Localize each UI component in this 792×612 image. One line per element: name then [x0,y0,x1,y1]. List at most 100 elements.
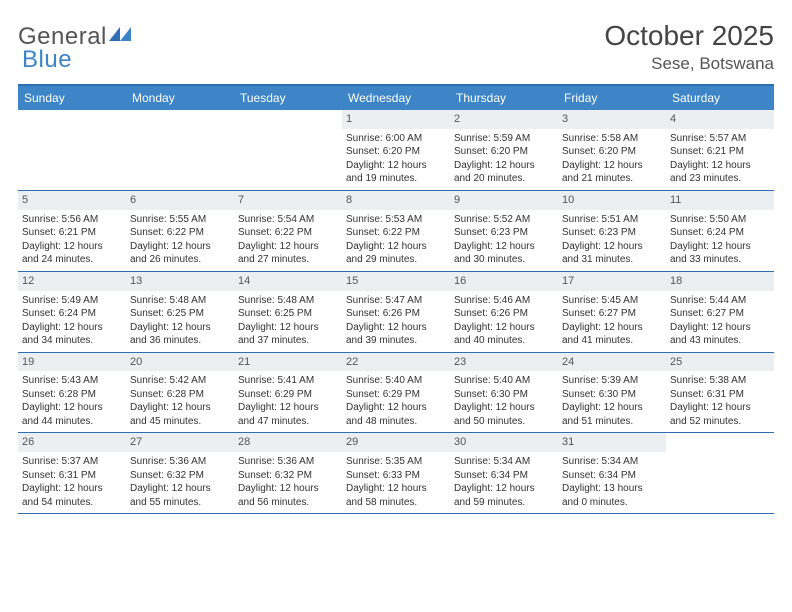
sunrise-text: Sunrise: 5:54 AM [238,213,338,227]
day-details: Sunrise: 5:57 AMSunset: 6:21 PMDaylight:… [670,132,770,186]
day-cell: 19Sunrise: 5:43 AMSunset: 6:28 PMDayligh… [18,353,126,433]
day-cell: 20Sunrise: 5:42 AMSunset: 6:28 PMDayligh… [126,353,234,433]
sunset-text: Sunset: 6:22 PM [346,226,446,240]
daylight-text: Daylight: 12 hours and 33 minutes. [670,240,770,267]
brand-blue-wrap: Blue [22,46,72,74]
weeks-container: 1Sunrise: 6:00 AMSunset: 6:20 PMDaylight… [18,110,774,514]
day-details: Sunrise: 5:47 AMSunset: 6:26 PMDaylight:… [346,294,446,348]
day-cell: 18Sunrise: 5:44 AMSunset: 6:27 PMDayligh… [666,272,774,352]
sunrise-text: Sunrise: 5:46 AM [454,294,554,308]
sunrise-text: Sunrise: 5:40 AM [346,374,446,388]
day-cell: 25Sunrise: 5:38 AMSunset: 6:31 PMDayligh… [666,353,774,433]
day-number: 27 [126,433,234,452]
month-title: October 2025 [604,20,774,52]
day-number: 18 [666,272,774,291]
sunset-text: Sunset: 6:26 PM [346,307,446,321]
sunrise-text: Sunrise: 5:42 AM [130,374,230,388]
daylight-text: Daylight: 12 hours and 48 minutes. [346,401,446,428]
sunset-text: Sunset: 6:34 PM [454,469,554,483]
sunrise-text: Sunrise: 5:53 AM [346,213,446,227]
daylight-text: Daylight: 12 hours and 30 minutes. [454,240,554,267]
sunset-text: Sunset: 6:29 PM [238,388,338,402]
day-details: Sunrise: 5:42 AMSunset: 6:28 PMDaylight:… [130,374,230,428]
week-row: 19Sunrise: 5:43 AMSunset: 6:28 PMDayligh… [18,353,774,434]
day-number: 31 [558,433,666,452]
day-of-week-row: Sunday Monday Tuesday Wednesday Thursday… [18,86,774,110]
sunrise-text: Sunrise: 5:47 AM [346,294,446,308]
sunset-text: Sunset: 6:33 PM [346,469,446,483]
day-details: Sunrise: 5:38 AMSunset: 6:31 PMDaylight:… [670,374,770,428]
day-cell: 2Sunrise: 5:59 AMSunset: 6:20 PMDaylight… [450,110,558,190]
sunset-text: Sunset: 6:20 PM [346,145,446,159]
day-number: 6 [126,191,234,210]
sunset-text: Sunset: 6:20 PM [454,145,554,159]
daylight-text: Daylight: 12 hours and 26 minutes. [130,240,230,267]
day-cell: 6 Sunrise: 5:55 AMSunset: 6:22 PMDaylight… [126,191,234,271]
week-row: 12Sunrise: 5:49 AMSunset: 6:24 PMDayligh… [18,272,774,353]
day-number: 23 [450,353,558,372]
day-cell [126,110,234,190]
day-details: Sunrise: 5:40 AMSunset: 6:30 PMDaylight:… [454,374,554,428]
dow-tuesday: Tuesday [234,86,342,110]
day-number: 16 [450,272,558,291]
day-details: Sunrise: 6:00 AMSunset: 6:20 PMDaylight:… [346,132,446,186]
daylight-text: Daylight: 12 hours and 52 minutes. [670,401,770,428]
sunset-text: Sunset: 6:22 PM [238,226,338,240]
daylight-text: Daylight: 12 hours and 19 minutes. [346,159,446,186]
week-row: 1Sunrise: 6:00 AMSunset: 6:20 PMDaylight… [18,110,774,191]
sunset-text: Sunset: 6:21 PM [22,226,122,240]
sunrise-text: Sunrise: 5:55 AM [130,213,230,227]
day-details: Sunrise: 5:39 AMSunset: 6:30 PMDaylight:… [562,374,662,428]
day-cell: 22Sunrise: 5:40 AMSunset: 6:29 PMDayligh… [342,353,450,433]
day-details: Sunrise: 5:40 AMSunset: 6:29 PMDaylight:… [346,374,446,428]
daylight-text: Daylight: 12 hours and 50 minutes. [454,401,554,428]
sunrise-text: Sunrise: 5:59 AM [454,132,554,146]
sunset-text: Sunset: 6:25 PM [130,307,230,321]
day-cell: 4 Sunrise: 5:57 AMSunset: 6:21 PMDaylight… [666,110,774,190]
day-details: Sunrise: 5:54 AMSunset: 6:22 PMDaylight:… [238,213,338,267]
sunrise-text: Sunrise: 5:36 AM [238,455,338,469]
day-number: 12 [18,272,126,291]
flag-icon [109,20,131,48]
daylight-text: Daylight: 13 hours and 0 minutes. [562,482,662,509]
day-details: Sunrise: 5:45 AMSunset: 6:27 PMDaylight:… [562,294,662,348]
sunrise-text: Sunrise: 5:43 AM [22,374,122,388]
day-details: Sunrise: 5:48 AMSunset: 6:25 PMDaylight:… [130,294,230,348]
day-cell: 17 Sunrise: 5:45 AMSunset: 6:27 PMDayligh… [558,272,666,352]
day-number: 5 [18,191,126,210]
day-number: 15 [342,272,450,291]
day-cell: 13Sunrise: 5:48 AMSunset: 6:25 PMDayligh… [126,272,234,352]
daylight-text: Daylight: 12 hours and 56 minutes. [238,482,338,509]
day-details: Sunrise: 5:35 AMSunset: 6:33 PMDaylight:… [346,455,446,509]
week-row: 5Sunrise: 5:56 AMSunset: 6:21 PMDaylight… [18,191,774,272]
day-number: 8 [342,191,450,210]
sunset-text: Sunset: 6:23 PM [562,226,662,240]
day-details: Sunrise: 5:59 AMSunset: 6:20 PMDaylight:… [454,132,554,186]
day-number: 26 [18,433,126,452]
day-cell: 23 Sunrise: 5:40 AMSunset: 6:30 PMDayligh… [450,353,558,433]
day-number: 4 [666,110,774,129]
daylight-text: Daylight: 12 hours and 43 minutes. [670,321,770,348]
day-number: 21 [234,353,342,372]
dow-friday: Friday [558,86,666,110]
day-cell: 30Sunrise: 5:34 AMSunset: 6:34 PMDayligh… [450,433,558,513]
daylight-text: Daylight: 12 hours and 21 minutes. [562,159,662,186]
sunset-text: Sunset: 6:32 PM [238,469,338,483]
daylight-text: Daylight: 12 hours and 51 minutes. [562,401,662,428]
dow-wednesday: Wednesday [342,86,450,110]
day-number: 17 [558,272,666,291]
day-cell: 26Sunrise: 5:37 AMSunset: 6:31 PMDayligh… [18,433,126,513]
calendar-page: General October 2025 Sese, Botswana Blue… [0,0,792,524]
day-number: 9 [450,191,558,210]
dow-monday: Monday [126,86,234,110]
daylight-text: Daylight: 12 hours and 45 minutes. [130,401,230,428]
day-details: Sunrise: 5:55 AMSunset: 6:22 PMDaylight:… [130,213,230,267]
day-cell: 24Sunrise: 5:39 AMSunset: 6:30 PMDayligh… [558,353,666,433]
sunset-text: Sunset: 6:20 PM [562,145,662,159]
sunset-text: Sunset: 6:29 PM [346,388,446,402]
sunrise-text: Sunrise: 5:41 AM [238,374,338,388]
sunrise-text: Sunrise: 5:58 AM [562,132,662,146]
daylight-text: Daylight: 12 hours and 29 minutes. [346,240,446,267]
sunset-text: Sunset: 6:27 PM [670,307,770,321]
header: General October 2025 Sese, Botswana [18,20,774,74]
